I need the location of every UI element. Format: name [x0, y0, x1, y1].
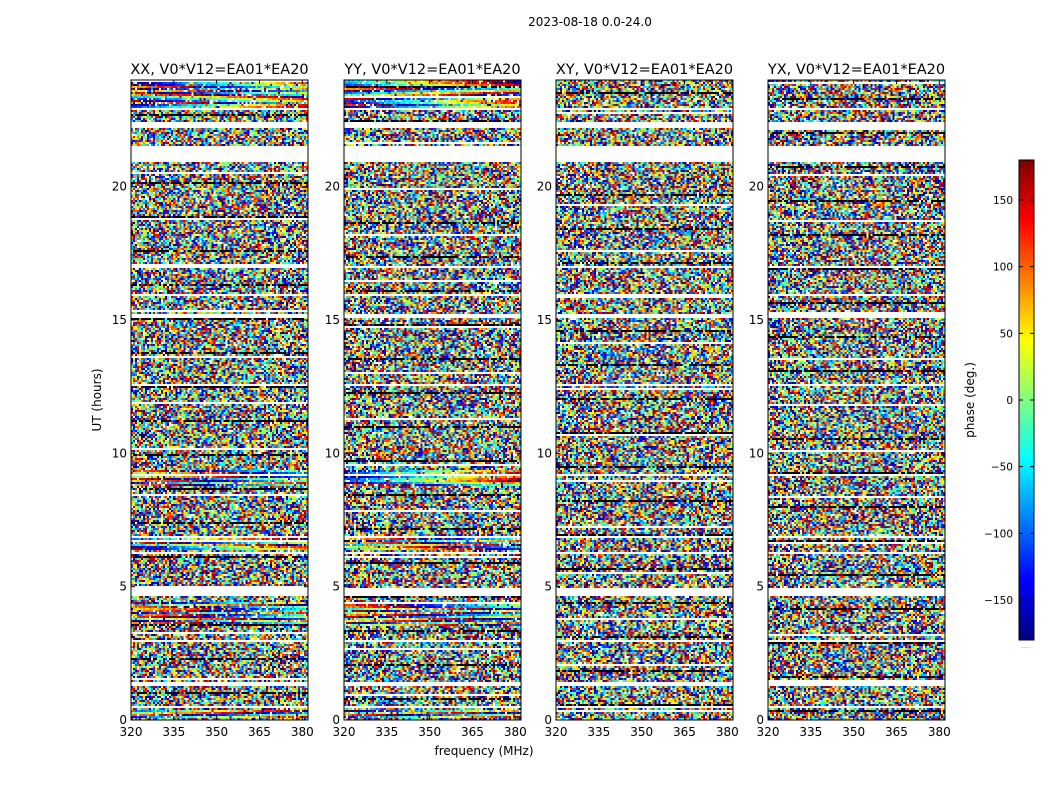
y-tick-label: 15: [325, 313, 340, 327]
panel-yy: YY, V0*V12=EA01*EA20 320 335 350 365 380 0 5 10 1…: [325, 62, 527, 739]
colorbar-gradient: [1019, 160, 1034, 640]
y-tick-label: 15: [112, 313, 127, 327]
colorbar-tick-label: 50: [1000, 328, 1013, 340]
x-tick-label: 350: [630, 725, 653, 739]
axes-frame: [555, 79, 734, 721]
y-tick-label: 15: [537, 313, 552, 327]
colorbar-tick-label: −150: [984, 595, 1013, 607]
panel-title: XY, V0*V12=EA01*EA20: [556, 62, 733, 78]
x-tick-label: 320: [757, 725, 780, 739]
y-tick-label: 15: [749, 313, 764, 327]
x-tick-label: 380: [716, 725, 739, 739]
x-tick-label: 320: [120, 725, 143, 739]
x-tick-label: 320: [545, 725, 568, 739]
x-tick-label: 335: [587, 725, 610, 739]
y-tick-label: 0: [119, 713, 127, 727]
axes-frame: [130, 79, 309, 721]
panel-xy: XY, V0*V12=EA01*EA20 320 335 350 365 380 0 5 10 1…: [537, 62, 739, 739]
heatmap-image: [768, 80, 945, 720]
panel-xx: XX, V0*V12=EA01*EA20 320 335 350 365 380 0 5 10 1…: [112, 62, 314, 739]
y-tick-label: 10: [749, 446, 764, 460]
y-tick-label: 5: [332, 580, 340, 594]
heatmap-image: [131, 80, 308, 720]
y-tick-label: 0: [332, 713, 340, 727]
y-tick-label: 0: [756, 713, 764, 727]
x-tick-label: 365: [673, 725, 696, 739]
x-tick-label: 350: [418, 725, 441, 739]
y-tick-label: 10: [325, 446, 340, 460]
heatmap-image: [344, 80, 521, 720]
y-tick-label: 10: [112, 446, 127, 460]
axes-frame: [767, 79, 946, 721]
x-tick-label: 350: [205, 725, 228, 739]
panel-yx: YX, V0*V12=EA01*EA20 320 335 350 365 380 0 5 10 1…: [749, 62, 951, 739]
colorbar-tick-label: 100: [993, 262, 1013, 274]
x-tick-label: 365: [248, 725, 271, 739]
colorbar-tick-label: −50: [991, 462, 1013, 474]
heatmap-image: [556, 80, 733, 720]
y-tick-label: 5: [544, 580, 552, 594]
y-tick-label: 5: [756, 580, 764, 594]
y-tick-label: 5: [119, 580, 127, 594]
y-axis-label: UT (hours): [90, 368, 104, 431]
x-tick-label: 350: [842, 725, 865, 739]
x-tick-label: 365: [885, 725, 908, 739]
panels-group: XX, V0*V12=EA01*EA20 320 335 350 365 380 0 5 10 1…: [112, 62, 951, 739]
colorbar-tick-label: 0: [1006, 395, 1013, 407]
y-tick-label: 20: [112, 180, 127, 194]
colorbar-tick-label: −100: [984, 528, 1013, 540]
x-tick-label: 335: [799, 725, 822, 739]
panel-title: YX, V0*V12=EA01*EA20: [767, 62, 945, 78]
x-tick-label: 335: [375, 725, 398, 739]
y-tick-label: 20: [749, 180, 764, 194]
x-tick-label: 320: [333, 725, 356, 739]
colorbar-footer: .....: [1021, 643, 1031, 650]
axes-frame: [343, 79, 522, 721]
x-tick-label: 380: [291, 725, 314, 739]
x-axis-label: frequency (MHz): [434, 744, 533, 758]
colorbar: 150 100 50 0 −50 −100 −150: [984, 159, 1035, 641]
panel-title: YY, V0*V12=EA01*EA20: [343, 62, 520, 78]
y-tick-label: 0: [544, 713, 552, 727]
colorbar-label: phase (deg.): [963, 362, 977, 438]
y-tick-label: 20: [325, 180, 340, 194]
x-tick-label: 380: [928, 725, 951, 739]
x-tick-label: 335: [162, 725, 185, 739]
panel-title: XX, V0*V12=EA01*EA20: [130, 62, 308, 78]
x-tick-label: 380: [504, 725, 527, 739]
y-tick-label: 10: [537, 446, 552, 460]
figure-suptitle: 2023-08-18 0.0-24.0: [528, 15, 652, 29]
y-tick-label: 20: [537, 180, 552, 194]
colorbar-tick-label: 150: [993, 195, 1013, 207]
x-tick-label: 365: [461, 725, 484, 739]
